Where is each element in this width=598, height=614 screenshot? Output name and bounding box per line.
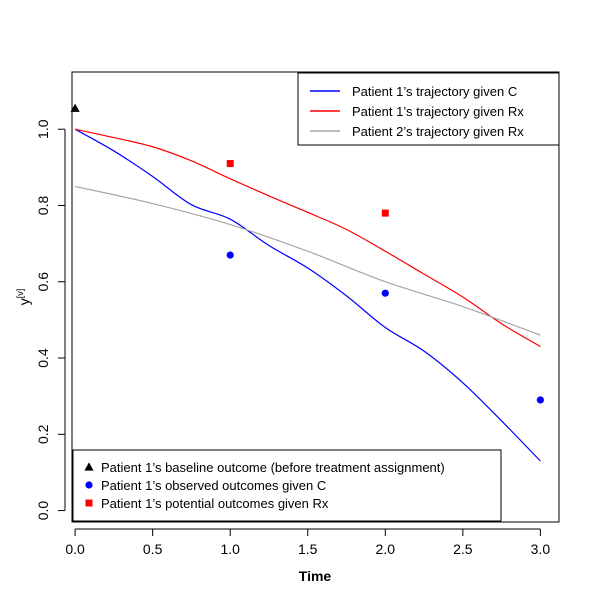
y-axis-title-main: y [16,298,32,305]
x-tick-label-6: 3.0 [531,541,551,557]
y-tick-label-4: 0.8 [35,196,51,216]
y-axis-title: y[v] [15,289,32,306]
legend-label-patient-2-s-trajectory-given-rx: Patient 2’s trajectory given Rx [352,124,524,139]
data-point-patient-1-s-potential-outcomes-given-rx-0 [226,160,234,168]
data-point-patient-1-s-observed-outcomes-given-c-1 [381,289,389,297]
legend-bottom-left-box [72,449,502,522]
legend-swatch-patient-1-s-observed-outcomes-given-c [85,481,93,489]
y-tick-label-1: 0.2 [35,424,51,444]
x-tick-label-0: 0.0 [65,541,85,557]
x-tick-label-1: 0.5 [143,541,163,557]
legend-bottom-left: Patient 1’s baseline outcome (before tre… [72,449,502,522]
legend-label-patient-1-s-baseline-outcome-before-treatment-assignment: Patient 1’s baseline outcome (before tre… [101,460,445,475]
legend-label-patient-1-s-observed-outcomes-given-c: Patient 1’s observed outcomes given C [101,478,326,493]
data-point-patient-1-s-baseline-outcome-before-treatment-assignment-0 [70,103,80,112]
y-tick-label-5: 1.0 [35,119,51,139]
series-line-patient-2-s-trajectory-given-rx [74,185,541,336]
y-axis: 0.0 0.2 0.4 0.6 0.8 1.0 [35,119,66,521]
data-point-patient-1-s-observed-outcomes-given-c-2 [536,396,544,404]
x-axis: 0.0 0.5 1.0 1.5 2.0 2.5 3.0 [65,528,551,557]
series-layer [74,128,541,462]
legend-top-right: Patient 1’s trajectory given C Patient 1’… [297,72,560,146]
points-layer [70,103,544,404]
y-tick-label-2: 0.4 [35,348,51,368]
y-tick-label-0: 0.0 [35,501,51,521]
x-axis-title: Time [299,568,332,584]
data-point-patient-1-s-potential-outcomes-given-rx-1 [381,209,389,217]
data-point-patient-1-s-observed-outcomes-given-c-0 [226,251,234,259]
x-tick-label-5: 2.5 [453,541,473,557]
legend-label-patient-1-s-trajectory-given-rx: Patient 1’s trajectory given Rx [352,104,524,119]
y-tick-label-3: 0.6 [35,272,51,292]
legend-label-patient-1-s-potential-outcomes-given-rx: Patient 1’s potential outcomes given Rx [101,496,329,511]
plot-frame [71,71,560,523]
legend-top-right-box [297,72,560,146]
series-line-patient-1-s-trajectory-given-c [74,128,541,462]
x-tick-label-2: 1.0 [220,541,240,557]
y-axis-title-superscript: [v] [15,289,25,299]
x-tick-label-4: 2.0 [376,541,396,557]
legend-label-patient-1-s-trajectory-given-c: Patient 1’s trajectory given C [352,84,517,99]
legend-swatch-patient-1-s-baseline-outcome-before-treatment-assignment [84,462,94,471]
series-line-patient-1-s-trajectory-given-rx [74,128,541,348]
legend-swatch-patient-1-s-potential-outcomes-given-rx [85,499,93,507]
x-tick-label-3: 1.5 [298,541,318,557]
